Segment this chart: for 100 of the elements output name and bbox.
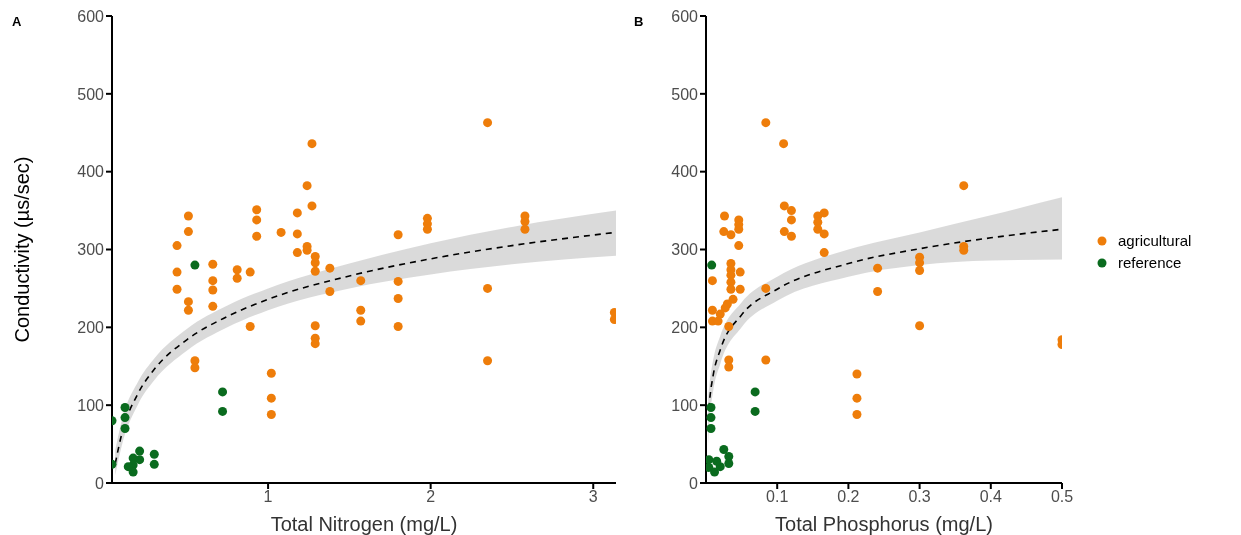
point (208, 259, 218, 269)
point (873, 287, 883, 297)
point (266, 410, 276, 420)
point (779, 139, 789, 149)
point (706, 455, 714, 465)
point (813, 224, 823, 234)
point (724, 362, 734, 372)
y-axis-title: Conductivity (µs/sec) (11, 156, 34, 343)
point (276, 227, 286, 237)
point (218, 387, 228, 397)
point (719, 227, 729, 237)
point (786, 206, 796, 216)
point (232, 273, 242, 283)
x-tick-label: 0.1 (766, 488, 789, 506)
point (779, 201, 789, 211)
point (720, 211, 730, 221)
point (307, 139, 317, 149)
point (128, 467, 138, 477)
point (819, 248, 829, 258)
point (172, 284, 182, 294)
point (959, 181, 969, 191)
point (310, 321, 320, 331)
point (761, 355, 771, 365)
point (183, 305, 193, 315)
point (208, 276, 218, 286)
point (310, 258, 320, 268)
point (393, 230, 403, 240)
point (852, 410, 862, 420)
chart-title: A (12, 14, 22, 29)
point (786, 215, 796, 225)
y-tick-label: 400 (671, 163, 699, 181)
x-tick-label: 0.5 (1050, 488, 1074, 506)
point (724, 459, 734, 469)
point (726, 230, 736, 240)
point (707, 305, 717, 315)
point (707, 260, 717, 270)
point (310, 339, 320, 349)
y-tick-label: 400 (77, 163, 105, 181)
point (172, 267, 182, 277)
point (307, 201, 317, 211)
y-tick-label: 500 (77, 85, 105, 103)
point (735, 284, 745, 294)
point (120, 413, 130, 423)
point (761, 118, 771, 128)
point (292, 229, 302, 239)
y-tick-label: 0 (689, 474, 699, 492)
point (266, 393, 276, 403)
y-tick-label: 300 (77, 241, 105, 259)
point (120, 403, 130, 412)
point (245, 267, 255, 277)
point (726, 284, 736, 294)
x-tick-label: 3 (588, 488, 598, 506)
point (183, 297, 193, 307)
point (852, 393, 862, 403)
point (190, 363, 200, 373)
point (786, 231, 796, 241)
point (252, 215, 262, 225)
x-axis-title: Total Phosphorus (mg/L) (775, 513, 993, 535)
point (706, 424, 716, 434)
point (873, 263, 883, 273)
y-tick-label: 100 (77, 396, 105, 414)
point (483, 118, 493, 128)
point (852, 369, 862, 379)
point (915, 258, 925, 268)
point (706, 413, 716, 423)
legend-label: reference (1118, 254, 1182, 271)
x-tick-label: 1 (263, 488, 273, 506)
y-tick-label: 300 (671, 241, 699, 259)
point (761, 283, 771, 293)
x-tick-label: 0.4 (979, 488, 1003, 506)
point (819, 229, 829, 239)
y-tick-label: 500 (671, 85, 699, 103)
point (292, 248, 302, 258)
point (183, 227, 193, 237)
point (266, 368, 276, 378)
point (393, 276, 403, 286)
point (252, 231, 262, 241)
y-tick-label: 200 (671, 319, 699, 337)
chart-title: B (634, 14, 644, 29)
point (710, 467, 720, 477)
x-tick-label: 0.3 (908, 488, 931, 506)
point (172, 241, 182, 251)
point (208, 301, 218, 311)
point (393, 294, 403, 304)
point (706, 403, 716, 412)
point (149, 459, 159, 469)
point (483, 356, 493, 366)
point (707, 276, 717, 286)
point (292, 208, 302, 218)
x-tick-label: 0.2 (837, 488, 860, 506)
point (356, 316, 366, 326)
point (724, 322, 734, 332)
x-tick-label: 2 (426, 488, 436, 506)
y-tick-label: 200 (77, 319, 105, 337)
point (325, 263, 335, 273)
point (779, 227, 789, 237)
legend-label: agricultural (1118, 232, 1192, 249)
point (356, 276, 366, 286)
point (915, 266, 925, 276)
x-axis-title: Total Nitrogen (mg/L) (270, 513, 458, 535)
